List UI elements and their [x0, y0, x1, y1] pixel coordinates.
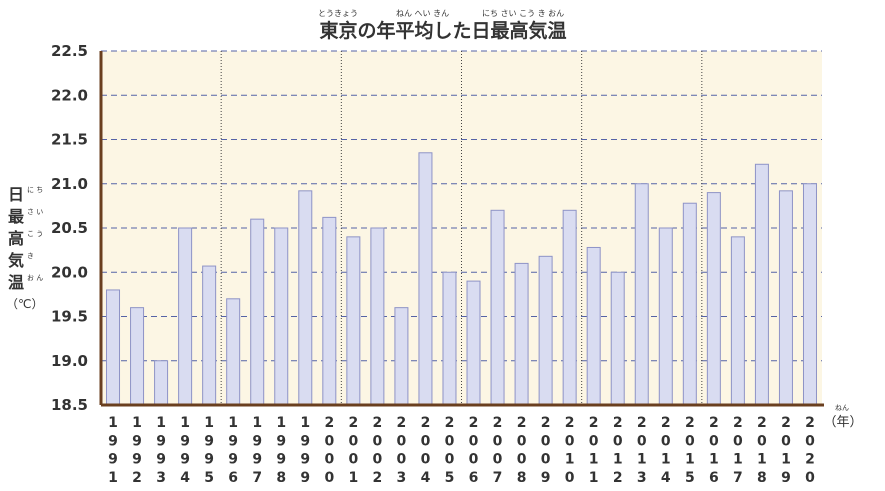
title-ruby-nichisaikoukion: にち さい こう き おん	[482, 9, 564, 18]
title-ruby-tokyo: とうきょう	[318, 9, 358, 18]
gridlines	[101, 50, 822, 405]
bar-2000	[322, 216, 337, 406]
bar-2008	[514, 262, 529, 406]
bar-2016	[706, 192, 721, 406]
y-tick-label: 22.5	[51, 42, 88, 60]
y-axis-label-ruby: に ち	[27, 186, 43, 194]
bar-2006	[466, 280, 481, 406]
bar-2005	[442, 271, 457, 406]
y-tick-label: 21.5	[51, 131, 88, 149]
y-tick-label: 22.0	[51, 86, 88, 104]
bars	[106, 152, 817, 406]
bar-2019	[778, 190, 793, 406]
y-axis-label-ruby: さ い	[27, 208, 43, 216]
bar-1998	[274, 227, 289, 406]
bar-1993	[154, 360, 169, 406]
y-axis-label-ruby: き	[27, 252, 34, 260]
bar-1994	[178, 227, 193, 406]
bar-2001	[346, 236, 361, 406]
bar-2013	[634, 183, 649, 406]
y-axis-label: 日に ち最さ い高こ う気 き温お ん （℃）	[6, 185, 43, 311]
bar-1999	[298, 190, 313, 406]
bar-1997	[250, 218, 265, 406]
chart-title-text: 東京の年平均した日最高気温	[319, 19, 566, 42]
y-tick-label: 19.0	[51, 352, 88, 370]
bar-2002	[370, 227, 385, 406]
bar-2018	[754, 163, 769, 406]
y-tick-label: 20.0	[51, 263, 88, 281]
y-axis-label-char: 日	[8, 185, 24, 204]
y-axis-label-ruby: こ う	[27, 230, 43, 238]
y-axis-label-char: 温	[7, 273, 24, 292]
title-ruby-nenheikin: ねん へい きん	[396, 9, 449, 18]
bar-2011	[586, 246, 601, 406]
y-tick-label: 21.0	[51, 175, 88, 193]
bar-2012	[610, 271, 625, 406]
y-tick-label: 20.5	[51, 219, 88, 237]
y-tick-label: 19.5	[51, 308, 88, 326]
x-axis-unit-label: （年）	[823, 415, 862, 430]
bar-1996	[226, 298, 241, 406]
y-axis-label-char: 気	[8, 251, 24, 270]
bar-2009	[538, 255, 553, 406]
bar-2007	[490, 209, 505, 406]
x-axis-unit-ruby: ねん	[835, 404, 849, 412]
bar-2015	[682, 202, 697, 406]
y-axis-label-ruby: お ん	[27, 274, 43, 282]
bar-2020	[802, 183, 817, 406]
bar-2010	[562, 209, 577, 406]
bar-1991	[106, 289, 121, 406]
chart-title: とうきょう ねん へい きん にち さい こう き おん 東京の年平均した日最高…	[318, 9, 567, 42]
y-axis-label-char: 高	[8, 229, 24, 248]
y-axis-label-char: 最	[8, 207, 25, 226]
bar-2017	[730, 236, 745, 406]
bar-2014	[658, 227, 673, 406]
bar-2004	[418, 152, 433, 406]
bar-1992	[130, 307, 145, 406]
x-axis-tick-labels: 1 9 9 1 1 9 9 2 1 9 9 3 1 9 9 4 1 9 9 5 1 9 9 6 1 9 9 7 1 9 9 8 1 9 9 9 2 0 0 0…	[108, 415, 815, 486]
x-axis-unit: ねん （年）	[823, 404, 862, 430]
y-axis-unit: （℃）	[6, 297, 43, 311]
y-axis-tick-labels: 18.5 19.0 19.5 20.0 20.5 21.0 21.5 22.0 22.5	[51, 42, 88, 414]
y-tick-label: 18.5	[51, 396, 88, 414]
bar-2003	[394, 307, 409, 406]
bar-1995	[202, 265, 217, 406]
